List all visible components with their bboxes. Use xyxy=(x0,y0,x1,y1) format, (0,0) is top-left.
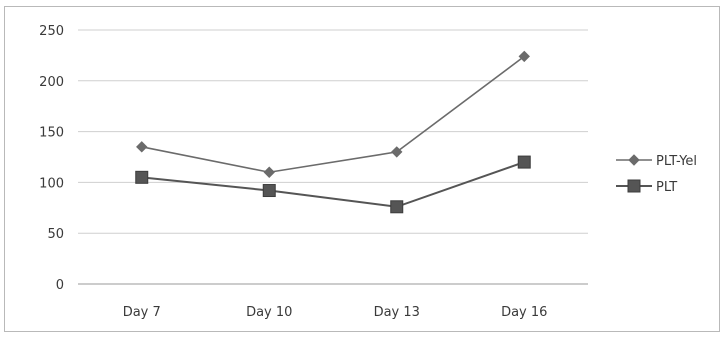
y-tick-label: 250 xyxy=(39,24,64,39)
data-point xyxy=(518,50,530,63)
data-point xyxy=(135,170,149,184)
legend-marker xyxy=(627,179,641,193)
x-tick-label: Day 16 xyxy=(501,305,547,320)
x-tick-label: Day 10 xyxy=(246,305,292,320)
series-lines xyxy=(135,50,531,214)
x-tick-label: Day 13 xyxy=(374,305,420,320)
data-point xyxy=(136,141,148,153)
legend-item: PLT xyxy=(616,179,677,195)
x-tick-label: Day 7 xyxy=(123,305,161,320)
data-point xyxy=(262,184,276,198)
legend-item: PLT-Yel xyxy=(616,154,697,169)
x-axis-ticks: Day 7 Day 10 Day 13 Day 16 xyxy=(123,305,548,320)
gridlines xyxy=(78,29,588,285)
series-line xyxy=(141,161,525,208)
chart-frame xyxy=(4,6,720,332)
series-line xyxy=(141,55,525,174)
legend-marker xyxy=(628,154,640,166)
y-axis-ticks: 0 50 100 150 200 250 xyxy=(39,24,64,293)
y-tick-label: 0 xyxy=(56,278,64,293)
data-point xyxy=(517,155,531,169)
data-point xyxy=(391,146,403,158)
series-plt xyxy=(135,155,531,214)
y-tick-label: 50 xyxy=(47,227,64,242)
legend-label: PLT xyxy=(656,180,677,195)
data-point xyxy=(263,166,275,178)
data-point xyxy=(390,200,404,214)
y-tick-label: 200 xyxy=(39,75,64,90)
series-plt-yel xyxy=(136,50,530,178)
legend: PLT-Yel PLT xyxy=(616,154,697,195)
y-tick-label: 150 xyxy=(39,126,64,141)
legend-label: PLT-Yel xyxy=(656,154,697,169)
y-tick-label: 100 xyxy=(39,176,64,191)
